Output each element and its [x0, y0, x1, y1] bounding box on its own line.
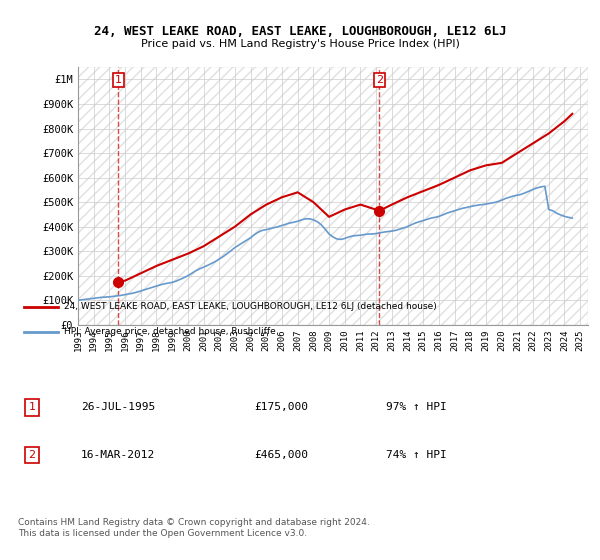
Text: £465,000: £465,000	[254, 450, 308, 460]
Text: Contains HM Land Registry data © Crown copyright and database right 2024.
This d: Contains HM Land Registry data © Crown c…	[18, 518, 370, 538]
Text: 1: 1	[29, 403, 35, 412]
Text: 24, WEST LEAKE ROAD, EAST LEAKE, LOUGHBOROUGH, LE12 6LJ: 24, WEST LEAKE ROAD, EAST LEAKE, LOUGHBO…	[94, 25, 506, 38]
Text: HPI: Average price, detached house, Rushcliffe: HPI: Average price, detached house, Rush…	[64, 327, 275, 337]
Text: 2: 2	[376, 75, 383, 85]
Text: 26-JUL-1995: 26-JUL-1995	[81, 403, 155, 412]
Text: 24, WEST LEAKE ROAD, EAST LEAKE, LOUGHBOROUGH, LE12 6LJ (detached house): 24, WEST LEAKE ROAD, EAST LEAKE, LOUGHBO…	[64, 302, 437, 311]
Text: 1: 1	[115, 75, 122, 85]
Text: Price paid vs. HM Land Registry's House Price Index (HPI): Price paid vs. HM Land Registry's House …	[140, 39, 460, 49]
Text: £175,000: £175,000	[254, 403, 308, 412]
Text: 16-MAR-2012: 16-MAR-2012	[81, 450, 155, 460]
Text: 74% ↑ HPI: 74% ↑ HPI	[386, 450, 447, 460]
Text: 2: 2	[29, 450, 36, 460]
Text: 97% ↑ HPI: 97% ↑ HPI	[386, 403, 447, 412]
